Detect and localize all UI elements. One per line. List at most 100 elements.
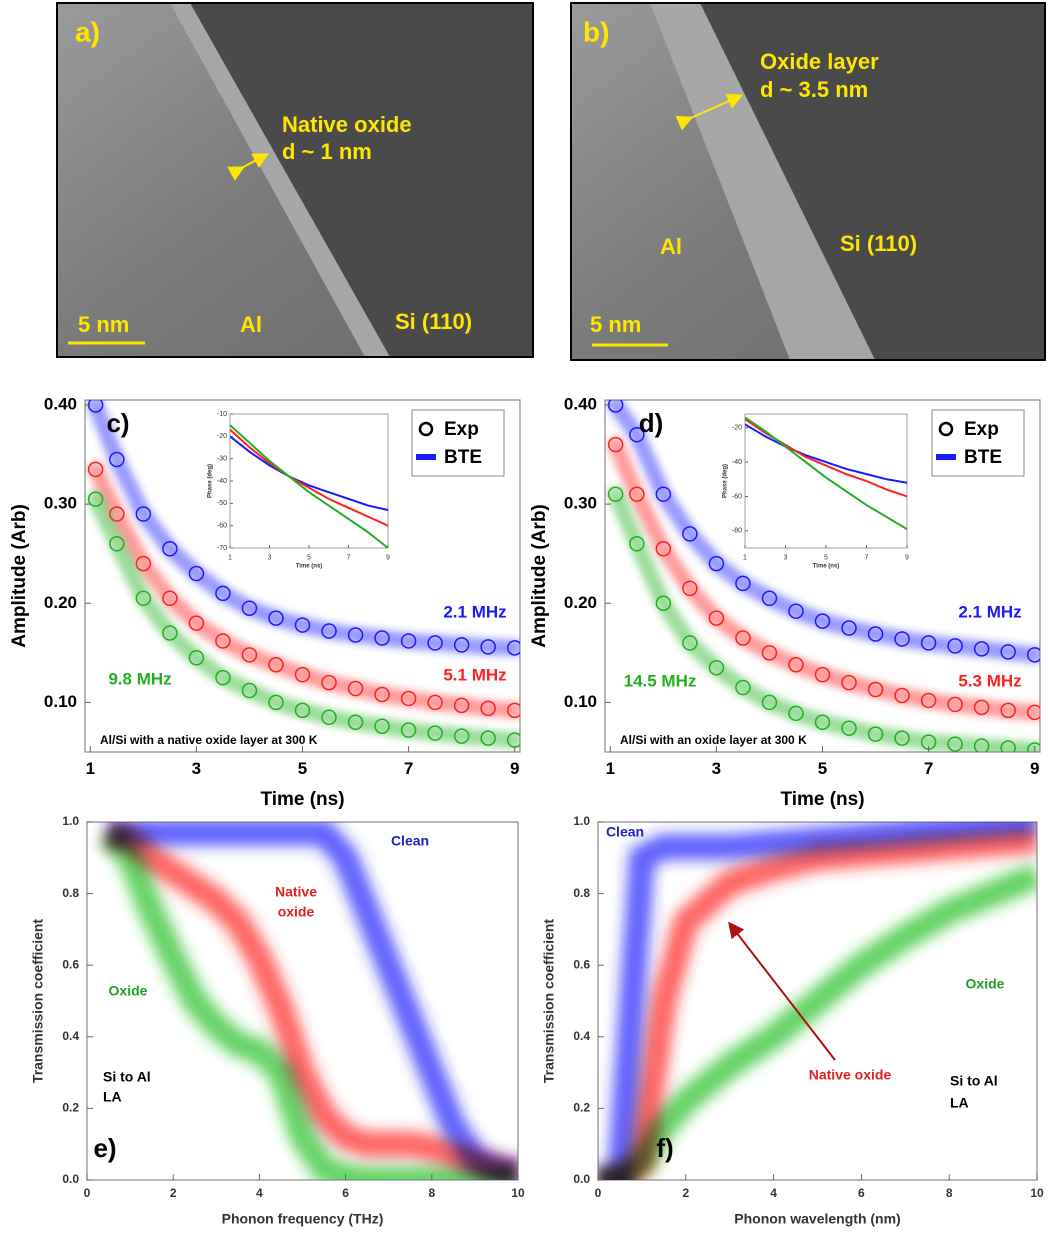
exp-point (841, 674, 857, 691)
image-annotation: Si (110) (395, 309, 472, 334)
pointer-arrow (728, 921, 836, 1061)
exp-point (374, 630, 390, 646)
exp-point (841, 720, 857, 736)
bte-curve (87, 491, 520, 749)
panel-label: c) (106, 408, 129, 438)
exp-point (607, 436, 624, 453)
exp-point (841, 620, 857, 636)
x-tick-label: 6 (342, 1186, 349, 1200)
plot-marks (745, 416, 907, 530)
exp-point (607, 486, 624, 502)
x-tick-label: 5 (298, 759, 307, 778)
x-tick-label: 2 (682, 1186, 689, 1200)
y-tick-label: 0.10 (44, 692, 77, 711)
plot-marks (607, 400, 1040, 752)
exp-point (135, 590, 152, 607)
chart-panel: 0 2 4 6 8 10 0.0 0.2 0.4 0.6 0.8 1.0 Phonon frequenc… (30, 814, 525, 1227)
x-tick-label: 6 (858, 1186, 865, 1200)
exp-point (453, 637, 470, 653)
transmission-band (598, 822, 1037, 1180)
curve-label: 5.3 MHz (958, 671, 1021, 690)
x-tick-label: 1 (606, 759, 615, 778)
exp-point (629, 486, 645, 502)
y-tick-label: 0.40 (44, 394, 77, 413)
x-axis-label: Time (ns) (813, 564, 840, 570)
x-axis-label: Phonon wavelength (nm) (734, 1211, 900, 1227)
exp-point (480, 639, 496, 655)
legend-label: BTE (964, 447, 1002, 468)
exp-point (973, 641, 990, 657)
exp-point (867, 726, 884, 742)
x-tick-label: 3 (784, 554, 788, 561)
exp-point (629, 536, 645, 552)
exp-point (294, 617, 311, 633)
transmission-band (104, 822, 518, 1180)
annotation: Si to Al (950, 1073, 998, 1089)
annotation: Native (275, 884, 317, 900)
exp-point (162, 540, 178, 557)
y-tick-label: 0.2 (62, 1101, 79, 1115)
x-axis-label: Phonon frequency (THz) (222, 1211, 384, 1227)
micrograph-border (56, 2, 534, 358)
y-axis-label: Phase (deg) (723, 464, 729, 498)
bte-curve (607, 436, 1040, 721)
micrograph-border (570, 2, 1046, 361)
y-axis-label: Phase (deg) (208, 464, 214, 498)
exp-point (814, 613, 831, 629)
y-tick-label: 0.6 (62, 957, 79, 971)
exp-point (894, 730, 910, 746)
bte-curve (87, 400, 520, 656)
exp-point (735, 679, 751, 696)
x-tick-label: 0 (84, 1186, 91, 1200)
exp-point (188, 650, 205, 666)
x-tick-label: 3 (192, 759, 201, 778)
x-tick-label: 10 (1030, 1186, 1044, 1200)
exp-point (241, 600, 258, 616)
exp-point (506, 640, 520, 656)
y-tick-label: 0.4 (573, 1029, 590, 1043)
x-tick-label: 3 (268, 554, 272, 561)
bte-curve (607, 486, 1040, 752)
transmission-band (98, 824, 518, 1180)
plot-marks (598, 822, 1037, 1180)
x-tick-label: 4 (256, 1186, 263, 1200)
annotation: Clean (391, 833, 429, 849)
x-tick-label: 5 (818, 759, 827, 778)
exp-point (761, 645, 778, 661)
annotation: Native oxide (809, 1067, 892, 1083)
y-tick-label: -80 (732, 528, 742, 535)
y-tick-label: 0.30 (44, 494, 77, 513)
exp-point (867, 681, 884, 698)
exp-point (814, 714, 831, 731)
y-tick-label: 0.30 (564, 494, 597, 513)
y-tick-label: 0.40 (564, 394, 597, 413)
image-annotation: Si (110) (840, 231, 917, 256)
legend-label: Exp (444, 419, 479, 440)
x-tick-label: 2 (170, 1186, 177, 1200)
y-axis-label: Amplitude (Arb) (9, 504, 30, 648)
oxide-band (170, 3, 390, 357)
y-axis-label: Transmission coefficient (541, 919, 557, 1083)
curve-label: 14.5 MHz (624, 671, 697, 690)
annotation: Oxide (966, 976, 1005, 992)
x-tick-label: 10 (511, 1186, 525, 1200)
exp-point (735, 575, 751, 592)
y-tick-label: 0.4 (62, 1029, 79, 1043)
exp-point (453, 697, 470, 714)
exp-point (374, 686, 390, 703)
bte-curve (87, 461, 520, 719)
x-tick-label: 9 (510, 759, 519, 778)
exp-point (480, 730, 496, 746)
thickness-arrow (675, 93, 744, 131)
y-tick-label: -20 (732, 425, 742, 432)
x-tick-label: 5 (307, 554, 311, 561)
annotation: oxide (278, 904, 315, 920)
x-tick-label: 7 (865, 554, 869, 561)
exp-point (268, 656, 284, 673)
legend-symbol (938, 421, 954, 437)
legend-box (931, 409, 1025, 477)
panel-note: Al/Si with an oxide layer at 300 K (620, 733, 807, 747)
plot-marks (87, 400, 520, 749)
image-annotation: Native oxide (282, 112, 412, 137)
